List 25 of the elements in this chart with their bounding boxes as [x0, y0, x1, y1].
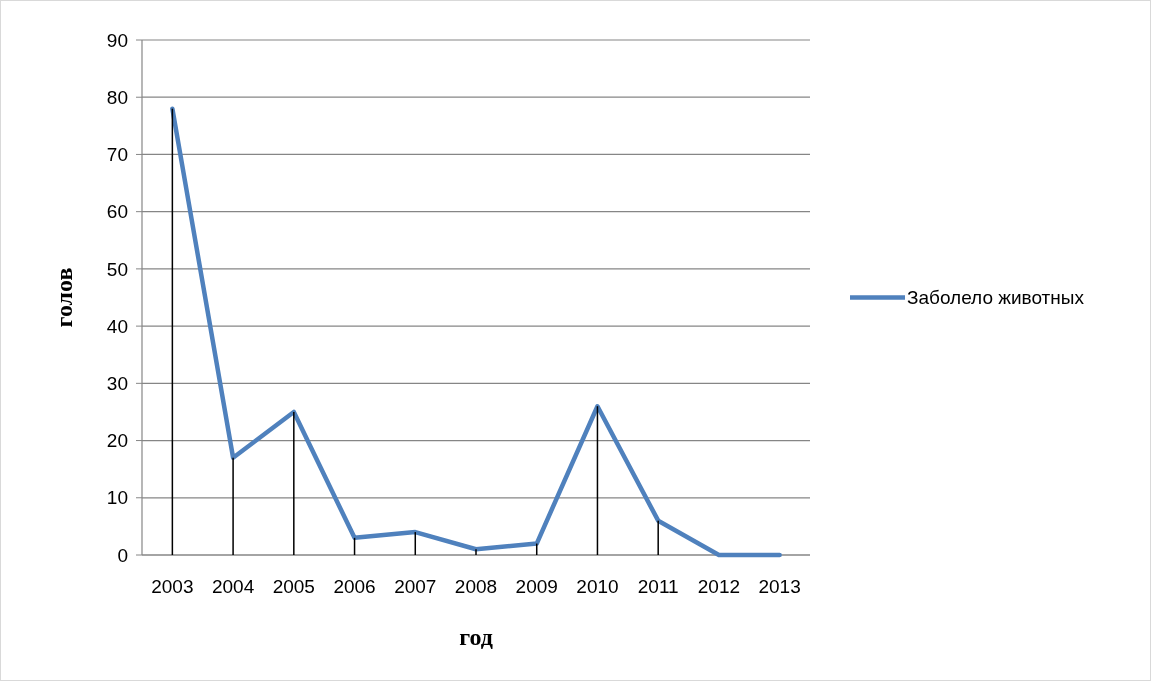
x-tick-label: 2009 — [515, 576, 558, 597]
x-tick-label: 2010 — [576, 576, 619, 597]
y-tick-label: 0 — [117, 544, 128, 566]
x-tick-label: 2013 — [758, 576, 801, 597]
y-tick-label: 60 — [106, 201, 128, 223]
y-tick-label: 90 — [106, 29, 128, 51]
x-tick-label: 2007 — [394, 576, 437, 597]
legend-label: Заболело животных — [907, 287, 1085, 309]
x-tick-label: 2004 — [211, 576, 255, 597]
y-tick-label: 80 — [106, 86, 128, 108]
x-tick-label: 2005 — [272, 576, 315, 597]
x-tick-label: 2011 — [637, 576, 679, 597]
line-series — [170, 106, 782, 558]
y-tick-label: 20 — [106, 430, 128, 452]
y-axis-title: голов — [51, 267, 77, 328]
x-axis-title: год — [459, 624, 493, 650]
x-tick-label: 2008 — [454, 576, 498, 597]
y-tick-label: 30 — [106, 372, 128, 394]
y-tick-label: 70 — [106, 144, 128, 166]
x-tick-label: 2006 — [333, 576, 376, 597]
y-tick-label: 10 — [106, 487, 128, 509]
x-tick-label: 2012 — [697, 576, 741, 597]
y-tick-label: 50 — [106, 258, 128, 280]
x-tick-label: 2003 — [151, 576, 194, 597]
y-tick-label: 40 — [106, 315, 128, 337]
